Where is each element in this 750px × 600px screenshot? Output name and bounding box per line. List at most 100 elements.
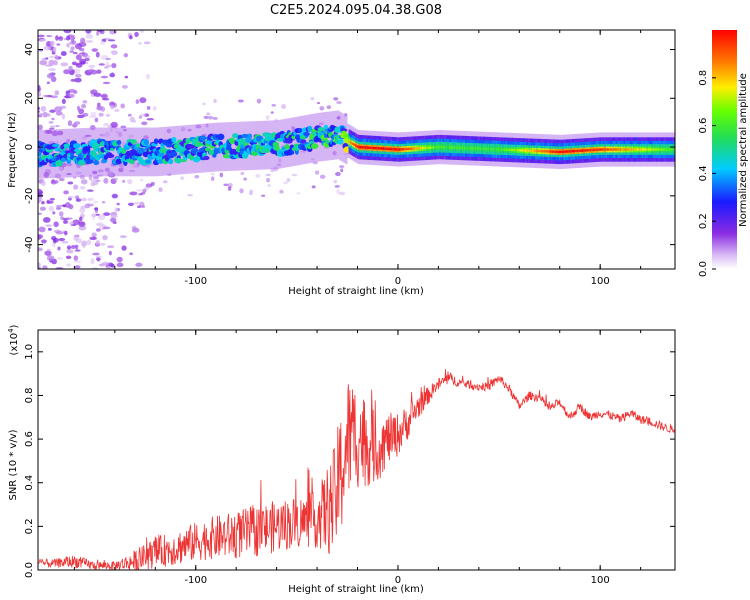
ridge-cell	[647, 148, 650, 151]
noise-speckle	[75, 198, 82, 202]
noise-speckle	[46, 248, 52, 251]
ridge-cell	[623, 148, 626, 151]
ridge-cell	[673, 148, 675, 151]
ridge-cell	[492, 148, 495, 151]
noise-speckle	[63, 30, 72, 34]
ridge-cell	[521, 149, 524, 152]
ridge-cell	[418, 147, 420, 150]
noise-speckle	[213, 98, 217, 104]
ridge-cell	[609, 148, 611, 151]
noise-speckle	[140, 192, 146, 195]
ridge-cell	[588, 149, 590, 152]
noise-speckle	[103, 212, 111, 216]
y-tick-label: 0	[24, 144, 35, 150]
noise-speckle	[73, 255, 79, 261]
ridge-cell	[377, 147, 380, 150]
noise-speckle	[47, 227, 52, 231]
noise-speckle	[46, 81, 50, 85]
noise-speckle	[61, 241, 69, 244]
noise-speckle	[46, 73, 55, 79]
ridge-cell	[371, 146, 374, 150]
ridge-cell	[337, 138, 344, 145]
ridge-cell	[429, 146, 432, 149]
spectrogram-y-axis-label: Frequency (Hz)	[7, 112, 18, 188]
noise-speckle	[114, 207, 119, 213]
colorbar-gradient	[712, 30, 737, 269]
noise-speckle	[291, 173, 298, 177]
noise-speckle	[60, 51, 67, 57]
noise-speckle	[69, 50, 75, 53]
ridge-cell	[520, 149, 522, 152]
ridge-cell	[350, 141, 353, 144]
y-tick-label: 20	[24, 92, 35, 105]
noise-speckle	[92, 176, 100, 180]
ridge-cell	[348, 140, 351, 143]
noise-speckle	[38, 34, 45, 38]
ridge-cell	[533, 149, 535, 153]
noise-speckle	[48, 206, 55, 212]
noise-speckle	[339, 165, 345, 168]
ridge-cell	[323, 124, 329, 130]
noise-speckle	[63, 220, 69, 224]
ridge-cell	[499, 148, 501, 151]
noise-speckle	[55, 206, 62, 210]
noise-speckle	[77, 114, 85, 119]
ridge-cell	[343, 137, 351, 144]
noise-speckle	[79, 186, 86, 190]
ridge-halo-cell	[114, 127, 117, 177]
noise-speckle	[80, 179, 88, 185]
snr-plot-area	[38, 369, 675, 570]
noise-speckle	[107, 39, 116, 42]
ridge-cell	[643, 148, 645, 151]
snr-x-axis-label: Height of straight line (km)	[288, 584, 424, 595]
ridge-cell	[549, 150, 552, 153]
noise-speckle	[90, 258, 95, 265]
ridge-cell	[613, 148, 616, 151]
noise-speckle	[65, 90, 71, 93]
noise-speckle	[336, 100, 342, 105]
ridge-cell	[552, 150, 555, 153]
noise-speckle	[54, 90, 60, 96]
noise-speckle	[40, 105, 47, 112]
ridge-cell	[188, 144, 195, 149]
noise-speckle	[98, 214, 106, 221]
noise-speckle	[91, 232, 97, 238]
noise-speckle	[98, 112, 104, 117]
snr-scale-note: (x104)	[7, 324, 20, 355]
noise-speckle	[80, 197, 87, 202]
noise-speckle	[75, 63, 83, 68]
y-tick-label: -40	[24, 236, 35, 252]
noise-speckle	[86, 203, 94, 207]
noise-speckle	[180, 176, 184, 180]
ridge-halo-cell	[236, 121, 239, 171]
ridge-cell	[457, 146, 459, 150]
noise-speckle	[111, 72, 115, 78]
noise-speckle	[79, 207, 86, 214]
noise-speckle	[53, 221, 59, 228]
noise-speckle	[92, 200, 99, 204]
noise-speckle	[89, 236, 97, 241]
noise-speckle	[99, 41, 106, 45]
noise-speckle	[72, 52, 78, 55]
ridge-halo-cell	[197, 124, 200, 173]
noise-speckle	[95, 222, 104, 227]
ridge-cell	[405, 147, 408, 151]
snr-y-axis-label: SNR (10 * v/v)	[8, 429, 19, 500]
noise-speckle	[38, 262, 41, 268]
noise-speckle	[42, 111, 48, 118]
noise-speckle	[69, 221, 74, 225]
ridge-cell	[400, 148, 403, 151]
noise-speckle	[76, 105, 81, 111]
ridge-cell	[510, 148, 513, 152]
noise-speckle	[46, 34, 53, 38]
noise-speckle	[74, 249, 81, 252]
ridge-cell	[481, 147, 484, 151]
ridge-cell	[547, 150, 550, 153]
noise-speckle	[134, 31, 139, 37]
ridge-cell	[657, 148, 660, 151]
noise-speckle	[48, 120, 54, 124]
ridge-cell	[578, 149, 581, 153]
ridge-cell	[165, 143, 173, 148]
ridge-cell	[419, 146, 422, 150]
ridge-cell	[541, 149, 543, 153]
